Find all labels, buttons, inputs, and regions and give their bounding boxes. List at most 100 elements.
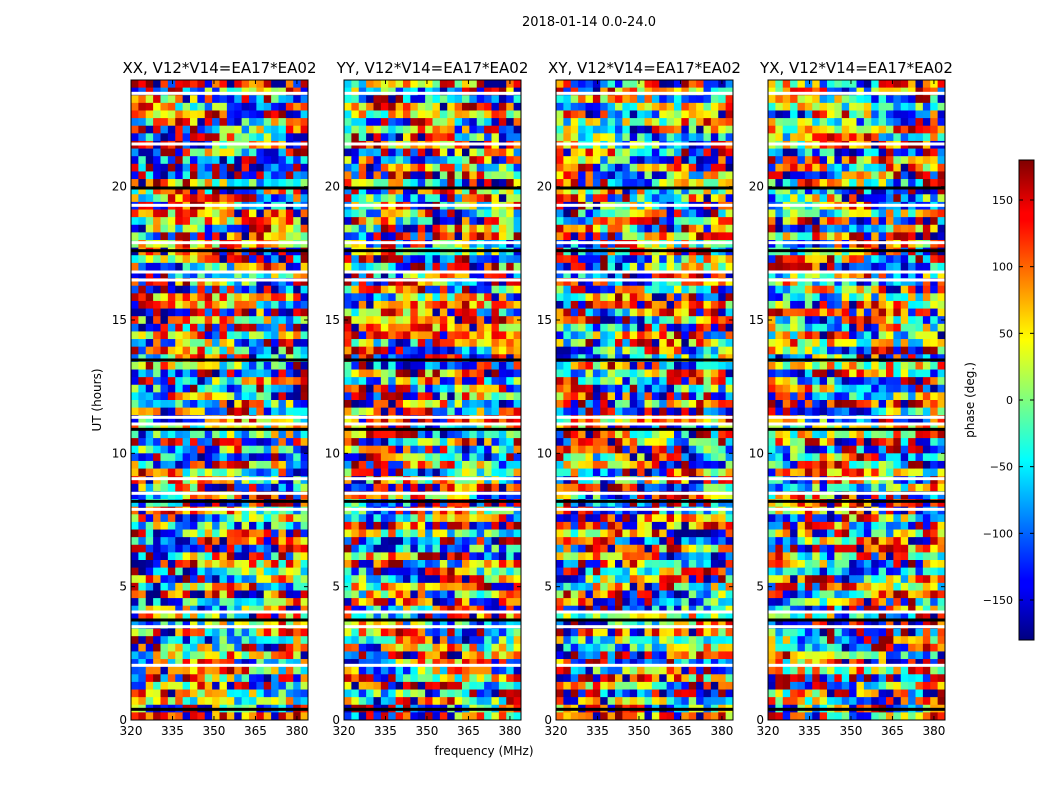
heatmap-cell: [491, 681, 500, 690]
x-tick-label: 320: [120, 724, 143, 738]
heatmap-cell: [131, 400, 139, 409]
heatmap-cell: [498, 392, 507, 401]
heatmap-cell: [190, 438, 198, 447]
heatmap-cell: [666, 262, 675, 271]
heatmap-cell: [439, 453, 448, 462]
heatmap-cell: [600, 323, 609, 332]
heatmap-cell: [219, 232, 228, 241]
heatmap-cell: [160, 422, 169, 431]
heatmap-cell: [138, 163, 147, 172]
heatmap-cell: [285, 217, 294, 226]
heatmap-cell: [204, 415, 213, 424]
heatmap-cell: [256, 209, 265, 218]
heatmap-cell: [241, 438, 250, 447]
heatmap-cell: [344, 346, 352, 355]
heatmap-cell: [271, 605, 279, 614]
heatmap-cell: [256, 521, 265, 530]
heatmap-cell: [197, 316, 206, 325]
heatmap-cell: [373, 339, 382, 348]
heatmap-cell: [263, 186, 272, 195]
heatmap-cell: [271, 331, 279, 340]
heatmap-cell: [498, 605, 507, 614]
heatmap-cell: [659, 148, 668, 157]
heatmap-cell: [241, 323, 250, 332]
heatmap-cell: [293, 232, 302, 241]
heatmap-cell: [710, 339, 719, 348]
heatmap-cell: [204, 156, 213, 165]
heatmap-cell: [410, 163, 419, 172]
heatmap-cell: [513, 300, 522, 309]
heatmap-cell: [469, 445, 478, 454]
heatmap-cell: [469, 377, 478, 386]
heatmap-cell: [256, 255, 265, 264]
heatmap-cell: [351, 224, 360, 233]
heatmap-cell: [204, 224, 213, 233]
heatmap-cell: [629, 118, 638, 127]
heatmap-cell: [256, 400, 265, 409]
heatmap-cell: [447, 179, 456, 188]
heatmap-cell: [300, 537, 309, 546]
heatmap-cell: [454, 438, 463, 447]
heatmap-cell: [380, 590, 389, 599]
heatmap-cell: [600, 110, 609, 119]
heatmap-cell: [462, 544, 470, 553]
heatmap-cell: [432, 460, 441, 469]
heatmap-cell: [439, 613, 448, 622]
heatmap-cell: [681, 300, 690, 309]
heatmap-cell: [380, 194, 389, 203]
heatmap-cell: [469, 102, 478, 111]
heatmap-cell: [578, 133, 586, 142]
heatmap-cell: [234, 95, 243, 104]
heatmap-cell: [432, 125, 441, 134]
heatmap-cell: [219, 483, 228, 492]
heatmap-cell: [447, 560, 456, 569]
heatmap-cell: [285, 491, 294, 500]
heatmap-cell: [498, 156, 507, 165]
heatmap-cell: [469, 483, 478, 492]
heatmap-cell: [366, 659, 374, 668]
heatmap-cell: [212, 620, 220, 629]
heatmap-cell: [703, 270, 712, 279]
heatmap-cell: [395, 293, 404, 302]
heatmap-cell: [476, 445, 485, 454]
heatmap-cell: [513, 537, 522, 546]
heatmap-cell: [476, 285, 485, 294]
heatmap-cell: [725, 156, 734, 165]
heatmap-cell: [629, 179, 638, 188]
heatmap-cell: [388, 514, 397, 523]
heatmap-cell: [607, 217, 616, 226]
heatmap-cell: [688, 194, 697, 203]
heatmap-cell: [190, 598, 198, 607]
heatmap-cell: [175, 689, 184, 698]
heatmap-cell: [344, 430, 352, 439]
heatmap-cell: [293, 224, 302, 233]
heatmap-cell: [256, 438, 265, 447]
heatmap-cell: [358, 262, 367, 271]
heatmap-cell: [439, 620, 448, 629]
heatmap-cell: [403, 331, 411, 340]
heatmap-cell: [212, 598, 220, 607]
heatmap-cell: [417, 445, 426, 454]
heatmap-cell: [462, 521, 470, 530]
heatmap-cell: [138, 148, 147, 157]
heatmap-cell: [212, 438, 220, 447]
heatmap-cell: [351, 209, 360, 218]
heatmap-cell: [592, 323, 601, 332]
heatmap-cell: [395, 499, 404, 508]
heatmap-cell: [681, 87, 690, 96]
heatmap-cell: [498, 224, 507, 233]
heatmap-cell: [417, 80, 426, 89]
heatmap-cell: [366, 339, 374, 348]
flagged-gap: [131, 499, 308, 503]
heatmap-cell: [285, 278, 294, 287]
heatmap-cell: [175, 552, 184, 561]
heatmap-cell: [285, 133, 294, 142]
heatmap-cell: [506, 339, 515, 348]
heatmap-cell: [219, 285, 228, 294]
heatmap-cell: [506, 651, 515, 660]
heatmap-cell: [256, 697, 265, 706]
heatmap-cell: [138, 179, 147, 188]
heatmap-cell: [271, 80, 279, 89]
heatmap-cell: [263, 575, 272, 584]
heatmap-cell: [410, 613, 419, 622]
